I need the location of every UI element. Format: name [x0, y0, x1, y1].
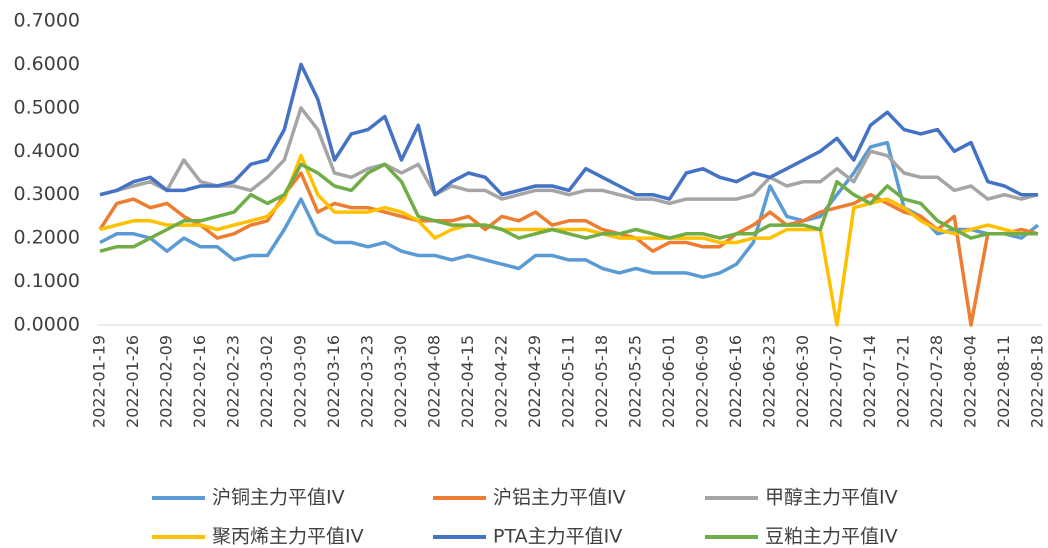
- series-line: [99, 62, 1038, 201]
- y-tick-label: 0.1000: [14, 270, 80, 292]
- x-tick-label: 2022-02-16: [190, 335, 209, 428]
- x-tick-label: 2022-05-11: [559, 335, 578, 428]
- x-tick-label: 2022-03-30: [391, 335, 410, 428]
- x-tick-label: 2022-03-16: [324, 335, 343, 428]
- x-tick-label: 2022-02-23: [224, 335, 243, 428]
- x-tick-label: 2022-03-23: [358, 335, 377, 428]
- x-tick-label: 2022-06-16: [726, 335, 745, 428]
- legend-label: 甲醇主力平值IV: [765, 487, 898, 509]
- x-tick-label: 2022-06-01: [659, 335, 678, 428]
- x-tick-label: 2022-07-14: [860, 335, 879, 428]
- x-tick-label: 2022-05-18: [592, 335, 611, 428]
- x-tick-label: 2022-01-26: [123, 335, 142, 428]
- x-tick-label: 2022-06-30: [793, 335, 812, 428]
- x-tick-label: 2022-07-28: [927, 335, 946, 428]
- x-tick-label: 2022-06-23: [760, 335, 779, 428]
- x-tick-label: 2022-07-21: [894, 335, 913, 428]
- x-tick-label: 2022-06-09: [693, 335, 712, 428]
- x-tick-label: 2022-04-22: [492, 335, 511, 428]
- y-tick-label: 0.6000: [14, 53, 80, 75]
- x-tick-label: 2022-02-09: [157, 335, 176, 428]
- series-line: [99, 153, 1038, 327]
- x-tick-label: 2022-05-25: [626, 335, 645, 428]
- legend-label: 沪铝主力平值IV: [493, 487, 626, 509]
- x-tick-label: 2022-03-02: [257, 335, 276, 428]
- y-tick-label: 0.7000: [14, 10, 80, 32]
- legend-label: 沪铜主力平值IV: [212, 487, 345, 509]
- legend-label: 豆粕主力平值IV: [765, 526, 898, 548]
- y-tick-label: 0.4000: [14, 140, 80, 162]
- x-tick-label: 2022-07-07: [827, 335, 846, 428]
- x-tick-label: 2022-04-15: [458, 335, 477, 428]
- legend-label: PTA主力平值IV: [493, 526, 622, 548]
- x-tick-label: 2022-01-19: [90, 335, 109, 428]
- y-tick-label: 0.3000: [14, 183, 80, 205]
- series-line: [99, 162, 1038, 253]
- legend-label: 聚丙烯主力平值IV: [212, 526, 364, 548]
- series-line: [99, 140, 1040, 279]
- x-tick-label: 2022-08-04: [961, 335, 980, 428]
- x-tick-label: 2022-03-09: [291, 335, 310, 428]
- x-tick-label: 2022-08-11: [994, 335, 1013, 428]
- y-tick-label: 0.2000: [14, 227, 80, 249]
- series-line: [99, 106, 1039, 206]
- y-tick-label: 0.0000: [14, 314, 80, 336]
- y-tick-label: 0.5000: [14, 96, 80, 118]
- x-tick-label: 2022-04-08: [425, 335, 444, 428]
- x-tick-label: 2022-08-18: [1028, 335, 1047, 428]
- x-tick-label: 2022-04-29: [525, 335, 544, 428]
